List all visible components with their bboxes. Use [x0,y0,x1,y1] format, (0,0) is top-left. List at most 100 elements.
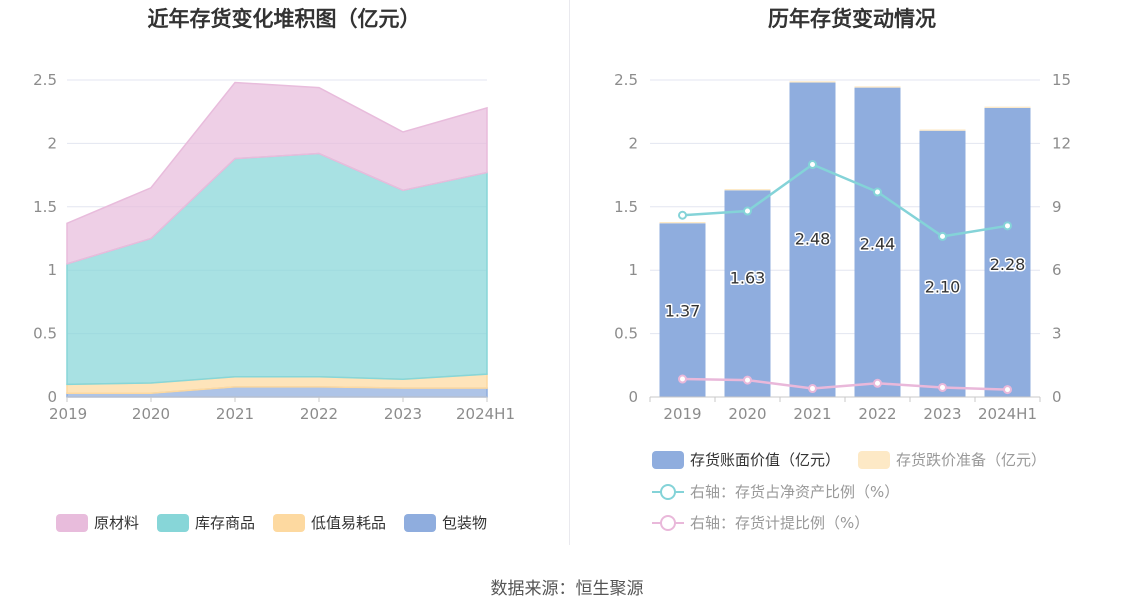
left-legend: 原材料 库存商品 低值易耗品 包装物 [56,512,505,533]
area-series-raw_material [66,81,488,265]
point-provision-ratio [1003,385,1012,395]
legend-label-raw-material: 原材料 [94,514,140,532]
bar-book-value [919,130,966,397]
legend-swatch-net-asset-ratio [652,483,684,501]
legend-item-raw-material[interactable]: 原材料 [56,512,139,533]
legend-label-packaging: 包装物 [442,514,488,532]
point-provision-ratio [743,375,752,385]
right-x-tick-label: 2020 [728,405,766,423]
right-y-tick-label: 1 [628,261,638,279]
bar-line-chart-panel: 历年存货变动情况 0 0.5 1 1.5 2 2.5 0 3 6 9 12 15 2019 2020 202… [570,0,1134,545]
right-y2-tick-label: 15 [1052,71,1071,89]
right-y-tick-label: 1.5 [614,198,638,216]
left-y-tick-label: 2 [47,134,57,152]
stacked-area-chart: 0 0.5 1 1.5 2 2.5 2019 2020 2021 2022 2023 2024H1 [33,71,515,423]
bar-reserve [789,81,836,83]
right-y-tick-label: 2 [628,134,638,152]
right-y2-tick-label: 0 [1052,388,1062,406]
bar-reserve [919,129,966,131]
point-provision-ratio [873,378,882,388]
point-net-asset-ratio [1003,221,1012,231]
bar-value-label: 1.37 [665,301,701,320]
legend-label-low-value: 低值易耗品 [311,514,387,532]
point-net-asset-ratio [678,210,687,220]
left-y-tick-label: 1 [47,261,57,279]
right-y2-tick-label: 9 [1052,198,1062,216]
right-legend-row-3: 右轴：存货计提比例（%） [652,512,887,533]
left-x-tick-label: 2020 [132,405,170,423]
bar-value-label: 2.28 [990,255,1026,274]
bar-book-value [854,87,901,397]
right-y-tick-label: 2.5 [614,71,638,89]
legend-swatch-book-value [652,450,684,469]
legend-item-inventory-goods[interactable]: 库存商品 [157,512,255,533]
right-legend-row-1: 存货账面价值（亿元） 存货跌价准备（亿元） [652,449,1064,470]
legend-item-low-value[interactable]: 低值易耗品 [273,512,386,533]
bar-reserve [854,86,901,88]
left-y-tick-label: 0 [47,388,57,406]
right-y-tick-label: 0.5 [614,325,638,343]
right-x-tick-label: 2024H1 [978,405,1037,423]
left-y-tick-label: 2.5 [33,71,57,89]
legend-item-net-asset-ratio[interactable]: 右轴：存货占净资产比例（%） [652,481,899,502]
point-provision-ratio [678,374,687,384]
bar-reserve [984,106,1031,108]
point-net-asset-ratio [808,160,817,170]
left-x-tick-label: 2023 [384,405,422,423]
point-provision-ratio [938,382,947,392]
legend-swatch-raw-material [56,513,88,532]
legend-swatch-inventory-goods [157,513,190,532]
panel-divider [569,0,570,545]
legend-label-reserve: 存货跌价准备（亿元） [896,451,1047,469]
legend-item-provision-ratio[interactable]: 右轴：存货计提比例（%） [652,512,869,533]
point-net-asset-ratio [743,206,752,216]
left-x-tick-label: 2019 [49,405,87,423]
legend-label-inventory-goods: 库存商品 [195,514,256,532]
line-net-asset-ratio [682,163,1008,238]
bar-value-label: 1.63 [730,268,766,287]
right-x-tick-label: 2022 [858,405,896,423]
bar-book-value [659,223,706,397]
right-x-tick-label: 2021 [793,405,831,423]
bar-value-label: 2.44 [860,235,896,254]
point-net-asset-ratio [938,231,947,241]
legend-label-book-value: 存货账面价值（亿元） [690,451,841,469]
legend-label-net-asset-ratio: 右轴：存货占净资产比例（%） [690,483,900,501]
stacked-area-chart-panel: 近年存货变化堆积图（亿元） 0 0.5 1 1.5 2 2.5 2019 2020 2021 20… [0,0,568,545]
legend-item-book-value[interactable]: 存货账面价值（亿元） [652,449,840,470]
left-x-tick-label: 2024H1 [456,405,515,423]
bar-book-value [789,82,836,397]
bar-book-value [984,107,1031,398]
right-legend-row-2: 右轴：存货占净资产比例（%） [652,481,917,502]
right-y-tick-label: 0 [628,388,638,406]
right-x-tick-label: 2019 [663,405,701,423]
bar-book-value [724,190,771,397]
right-y2-tick-label: 6 [1052,261,1062,279]
left-x-tick-label: 2022 [300,405,338,423]
right-y2-tick-label: 12 [1052,134,1071,152]
left-chart-title: 近年存货变化堆积图（亿元） [147,7,421,31]
left-x-tick-label: 2021 [216,405,254,423]
bar-value-label: 2.10 [925,278,961,297]
legend-swatch-provision-ratio [652,514,684,532]
left-y-tick-label: 1.5 [33,198,57,216]
legend-item-packaging[interactable]: 包装物 [404,512,487,533]
line-provision-ratio [682,377,1008,391]
point-net-asset-ratio [873,187,882,197]
bar-reserve [724,189,771,191]
right-chart-title: 历年存货变动情况 [768,7,936,31]
data-source-note: 数据来源：恒生聚源 [490,579,644,599]
legend-swatch-reserve [858,450,891,469]
point-provision-ratio [808,384,817,394]
legend-swatch-packaging [404,513,437,532]
bar-value-label: 2.48 [795,230,831,249]
bar-line-chart: 0 0.5 1 1.5 2 2.5 0 3 6 9 12 15 2019 2020 2021 2022 2023… [614,71,1071,423]
right-x-tick-label: 2023 [923,405,961,423]
legend-item-reserve[interactable]: 存货跌价准备（亿元） [858,449,1046,470]
left-y-tick-label: 0.5 [33,325,57,343]
area-series-inventory_goods [66,152,488,386]
bar-reserve [659,222,706,224]
legend-swatch-low-value [273,513,306,532]
legend-label-provision-ratio: 右轴：存货计提比例（%） [690,514,870,532]
right-y2-tick-label: 3 [1052,325,1062,343]
